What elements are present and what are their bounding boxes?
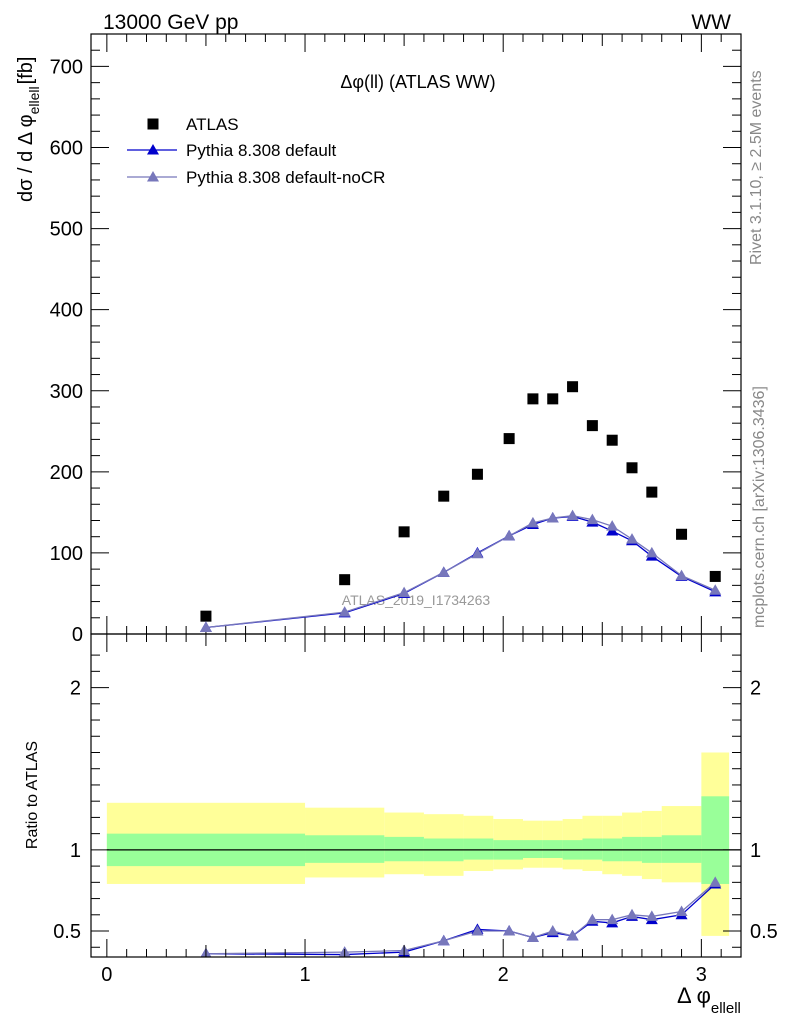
- data-point-nocr: [566, 509, 579, 521]
- series-line-2: [205, 514, 716, 629]
- series-line-1: [205, 515, 716, 629]
- legend-label: ATLAS: [186, 115, 239, 134]
- x-axis-label: Δ φellell: [677, 983, 741, 1017]
- main-ytick-label: 600: [50, 138, 83, 160]
- uncertainty-band-inner: [622, 836, 642, 862]
- ratio-point-nocr: [503, 925, 516, 936]
- data-point-nocr: [503, 529, 516, 541]
- data-point-nocr: [526, 516, 539, 528]
- main-ytick-label: 300: [50, 381, 83, 403]
- ratio-ytick-label-right: 2: [750, 678, 761, 700]
- ratio-point-nocr: [675, 905, 688, 917]
- uncertainty-band-inner: [661, 835, 702, 863]
- y-axis-label-sub: ellell: [26, 86, 42, 114]
- ratio-point-nocr: [437, 934, 450, 946]
- uncertainty-band-inner: [582, 838, 603, 860]
- data-point-atlas: [527, 393, 539, 405]
- ratio-ytick-label-left: 1: [70, 840, 81, 862]
- main-ytick-label: 100: [50, 543, 83, 565]
- analysis-watermark: ATLAS_2019_I1734263: [342, 592, 491, 608]
- uncertainty-band-inner: [384, 836, 424, 862]
- data-point-atlas: [646, 486, 658, 498]
- header-left-label: 13000 GeV pp: [103, 11, 238, 34]
- ratio-point-nocr: [606, 913, 619, 925]
- ratio-ytick-label-right: 1: [750, 840, 761, 862]
- data-point-nocr: [398, 586, 411, 598]
- ratio-ytick-label-left: 2: [70, 678, 81, 700]
- ratio-point-nocr: [645, 910, 658, 921]
- data-point-atlas: [471, 468, 483, 480]
- x-tick-label: 2: [498, 964, 509, 986]
- data-point-atlas: [567, 381, 579, 393]
- data-point-atlas: [200, 610, 212, 622]
- plot-title: Δφ(ll) (ATLAS WW): [340, 72, 495, 92]
- data-point-atlas: [626, 462, 638, 474]
- data-point-atlas: [547, 393, 559, 405]
- uncertainty-band-inner: [701, 796, 730, 884]
- x-axis-label-main: Δ φ: [677, 983, 711, 1008]
- data-point-nocr: [586, 513, 599, 525]
- main-ytick-label: 500: [50, 219, 83, 241]
- ratio-frame: [90, 633, 742, 958]
- uncertainty-band-inner: [523, 840, 543, 858]
- data-point-atlas: [339, 574, 351, 586]
- mcplots-label: mcplots.cern.ch [arXiv:1306.3436]: [751, 386, 768, 628]
- rivet-version-label: Rivet 3.1.10, ≥ 2.5M events: [748, 70, 765, 265]
- data-point-atlas: [438, 490, 450, 502]
- uncertainty-band-inner: [305, 835, 385, 863]
- ratio-ytick-label-left: 0.5: [53, 921, 81, 943]
- data-point-atlas: [398, 526, 410, 538]
- data-point-atlas: [503, 433, 515, 445]
- data-point-atlas: [709, 570, 721, 582]
- data-point-nocr: [546, 512, 559, 523]
- ratio-point-nocr: [566, 929, 579, 941]
- x-axis-label-sub: ellell: [711, 1000, 741, 1017]
- header-right-label: WW: [691, 11, 731, 34]
- legend-label: Pythia 8.308 default-noCR: [186, 168, 385, 187]
- main-series-group: [199, 381, 722, 633]
- data-point-nocr: [606, 520, 619, 531]
- main-ytick-label: 400: [50, 300, 83, 322]
- x-tick-label: 1: [299, 964, 310, 986]
- main-ytick-label: 700: [50, 56, 83, 78]
- ratio-content: [106, 752, 741, 957]
- ratio-point-nocr: [626, 908, 639, 920]
- y-axis-label-unit: [fb]: [15, 57, 37, 85]
- ratio-point-nocr: [586, 913, 599, 925]
- data-point-nocr: [626, 533, 639, 544]
- legend: ATLAS Pythia 8.308 default Pythia 8.308 de…: [127, 115, 385, 187]
- uncertainty-band-inner: [463, 838, 494, 860]
- y-axis-label: dσ / d Δ φellell[fb]: [15, 57, 42, 202]
- ratio-point-nocr: [709, 876, 722, 887]
- y-axis-label-main: dσ / d Δ φ: [15, 114, 37, 202]
- x-tick-label: 3: [696, 964, 707, 986]
- data-point-nocr: [437, 566, 450, 577]
- legend-label: Pythia 8.308 default: [186, 141, 337, 160]
- data-point-atlas: [606, 434, 618, 446]
- legend-marker-nocr: [147, 171, 159, 182]
- ratio-y-axis-label: Ratio to ATLAS: [24, 741, 41, 849]
- legend-marker-atlas: [147, 118, 159, 130]
- ratio-point-nocr: [471, 925, 484, 936]
- main-ytick-label: 0: [72, 624, 83, 646]
- data-point-nocr: [338, 606, 351, 617]
- x-tick-label: 0: [101, 964, 112, 986]
- ratio-line-0: [205, 883, 716, 956]
- data-point-nocr: [709, 584, 722, 595]
- data-point-nocr: [675, 569, 688, 581]
- data-point-atlas: [586, 420, 598, 432]
- ratio-ytick-label-right: 0.5: [750, 921, 778, 943]
- ratio-point-nocr: [526, 931, 539, 943]
- data-point-atlas: [676, 528, 688, 540]
- data-point-nocr: [645, 546, 658, 558]
- uncertainty-band-inner: [542, 840, 563, 858]
- legend-marker-default: [147, 144, 159, 155]
- main-ytick-label: 200: [50, 462, 83, 484]
- data-point-nocr: [471, 547, 484, 559]
- data-point-nocr: [199, 621, 212, 633]
- ratio-point-nocr: [546, 925, 559, 936]
